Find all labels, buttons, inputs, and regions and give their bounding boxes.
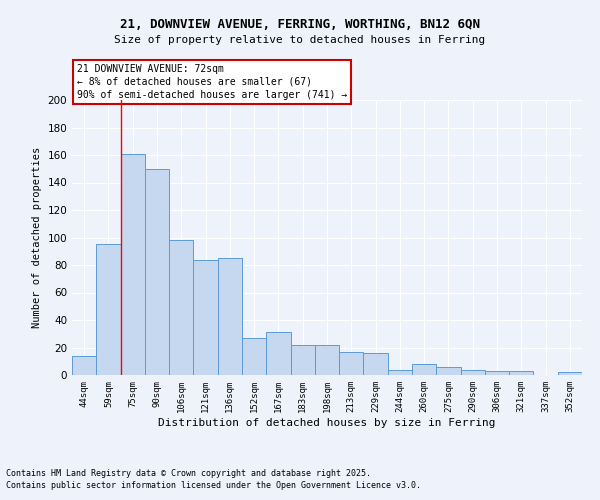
Bar bbox=[266, 332, 290, 375]
X-axis label: Distribution of detached houses by size in Ferring: Distribution of detached houses by size … bbox=[158, 418, 496, 428]
Bar bbox=[461, 370, 485, 375]
Bar bbox=[193, 260, 218, 375]
Bar bbox=[145, 169, 169, 375]
Text: 21 DOWNVIEW AVENUE: 72sqm
← 8% of detached houses are smaller (67)
90% of semi-d: 21 DOWNVIEW AVENUE: 72sqm ← 8% of detach… bbox=[77, 64, 347, 100]
Bar bbox=[72, 356, 96, 375]
Y-axis label: Number of detached properties: Number of detached properties bbox=[32, 147, 42, 328]
Bar bbox=[509, 371, 533, 375]
Bar bbox=[412, 364, 436, 375]
Bar bbox=[169, 240, 193, 375]
Text: Size of property relative to detached houses in Ferring: Size of property relative to detached ho… bbox=[115, 35, 485, 45]
Text: Contains public sector information licensed under the Open Government Licence v3: Contains public sector information licen… bbox=[6, 481, 421, 490]
Text: 21, DOWNVIEW AVENUE, FERRING, WORTHING, BN12 6QN: 21, DOWNVIEW AVENUE, FERRING, WORTHING, … bbox=[120, 18, 480, 30]
Bar bbox=[290, 345, 315, 375]
Bar bbox=[485, 371, 509, 375]
Bar bbox=[558, 372, 582, 375]
Bar bbox=[121, 154, 145, 375]
Bar bbox=[242, 338, 266, 375]
Bar bbox=[96, 244, 121, 375]
Bar bbox=[364, 353, 388, 375]
Bar bbox=[388, 370, 412, 375]
Bar bbox=[218, 258, 242, 375]
Text: Contains HM Land Registry data © Crown copyright and database right 2025.: Contains HM Land Registry data © Crown c… bbox=[6, 468, 371, 477]
Bar bbox=[315, 345, 339, 375]
Bar bbox=[436, 367, 461, 375]
Bar bbox=[339, 352, 364, 375]
